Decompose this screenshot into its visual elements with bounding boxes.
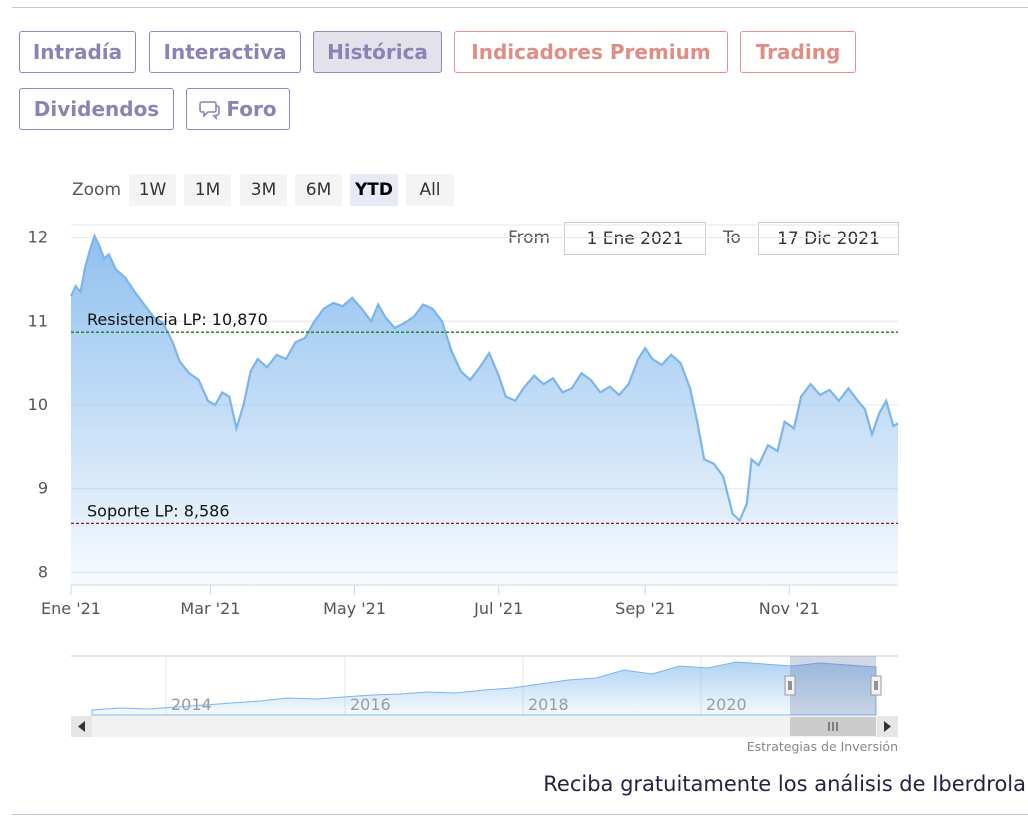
tab-label: Trading [755, 40, 841, 64]
navigator-series [91, 661, 877, 716]
tab-historica[interactable]: Histórica [313, 31, 442, 73]
right-arrow-icon [884, 721, 891, 732]
tab-label: Intradía [32, 40, 123, 64]
range-to-input[interactable]: 17 Dic 2021 [758, 222, 899, 255]
scrollbar[interactable] [71, 716, 898, 737]
navigator[interactable]: 2014201620182020 [71, 655, 898, 716]
y-tick-label: 12 [28, 228, 48, 247]
footer-promo-text: Reciba gratuitamente los análisis de Ibe… [543, 772, 1026, 796]
x-tick-label: Ene '21 [41, 599, 101, 618]
navigator-left-handle[interactable] [784, 675, 796, 696]
y-tick-label: 11 [28, 311, 48, 330]
tab-interactiva[interactable]: Interactiva [149, 31, 301, 73]
zoom-1m-button[interactable]: 1M [184, 174, 231, 206]
zoom-1w-button[interactable]: 1W [129, 174, 176, 206]
x-tick-label: Nov '21 [759, 599, 820, 618]
zoom-6m-button[interactable]: 6M [295, 174, 342, 206]
y-tick-label: 8 [38, 562, 48, 581]
x-tick-label: Sep '21 [615, 599, 675, 618]
plot-line-label: Soporte LP: 8,586 [87, 501, 230, 520]
left-arrow-icon [78, 721, 85, 732]
y-tick-label: 10 [28, 395, 48, 414]
plot-line-label: Resistencia LP: 10,870 [87, 310, 268, 329]
tab-indicadores-premium[interactable]: Indicadores Premium [454, 31, 728, 73]
bottom-divider [12, 814, 1028, 815]
speech-bubbles-icon [199, 98, 221, 120]
top-divider [12, 7, 1028, 8]
navigator-selected-range[interactable] [790, 656, 876, 715]
price-area [71, 235, 898, 585]
y-tick-label: 9 [38, 479, 48, 498]
tab-label: Histórica [327, 40, 428, 64]
navigator-right-handle[interactable] [870, 675, 882, 696]
x-tick-label: Mar '21 [180, 599, 240, 618]
zoom-all-button[interactable]: All [406, 174, 454, 206]
tab-label: Foro [226, 97, 277, 121]
range-from-input[interactable]: 1 Ene 2021 [564, 222, 706, 255]
tab-label: Interactiva [163, 40, 287, 64]
x-tick-label: Jul '21 [473, 599, 523, 618]
tab-label: Dividendos [33, 97, 160, 121]
zoom-label: Zoom [72, 180, 122, 200]
zoom-ytd-button[interactable]: YTD [350, 174, 398, 206]
tab-intradia[interactable]: Intradía [19, 31, 136, 73]
zoom-3m-button[interactable]: 3M [240, 174, 287, 206]
tab-foro[interactable]: Foro [186, 88, 290, 130]
tab-dividendos[interactable]: Dividendos [19, 88, 174, 130]
price-line [70, 232, 899, 523]
tab-label: Indicadores Premium [471, 40, 711, 64]
chart-credits[interactable]: Estrategias de Inversión [746, 739, 898, 754]
x-tick-label: May '21 [323, 599, 386, 618]
tab-trading[interactable]: Trading [740, 31, 856, 73]
